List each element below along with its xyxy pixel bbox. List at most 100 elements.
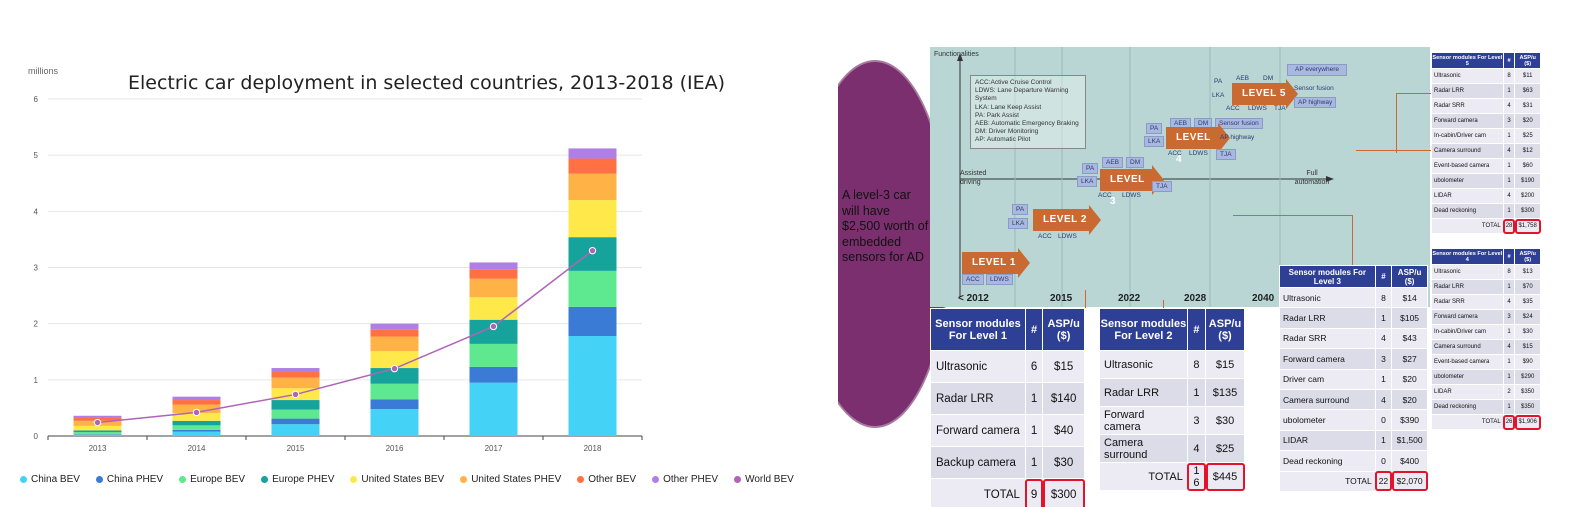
sensor-price-cell: $290 — [1514, 369, 1541, 385]
sensor-name-cell: In-cabin/Driver cam — [1431, 324, 1504, 340]
sensor-price-cell: $90 — [1514, 354, 1541, 370]
x-tick-label: 2013 — [89, 444, 107, 453]
sensor-count-cell: 1 — [1374, 429, 1393, 452]
y-tick-label: 4 — [34, 207, 39, 216]
sensor-price-cell: $350 — [1514, 399, 1541, 415]
sensor-price-cell: $70 — [1514, 279, 1541, 295]
tag-ldws: LDWS — [1058, 233, 1077, 240]
sensor-count-cell: 1 — [1374, 307, 1393, 329]
bar-segment — [469, 343, 518, 367]
y-tick-label: 6 — [34, 95, 39, 104]
abbreviation-item: LKA: Lane Keep Assist — [975, 103, 1042, 111]
year-label: 2040 — [1252, 293, 1275, 304]
table-row: Forward camera 3 $20 — [1431, 113, 1541, 129]
sensor-price-cell: $12 — [1514, 143, 1541, 159]
bar-segment — [469, 278, 518, 298]
bar-segment — [73, 430, 122, 433]
sensor-price-cell: $400 — [1391, 450, 1428, 472]
sensor-count-cell: 1 — [1186, 378, 1207, 407]
total-price: $445 — [1205, 462, 1245, 491]
tag-tja: TJA — [1216, 149, 1236, 160]
sensor-count-cell: 1 — [1502, 158, 1516, 174]
bar-segment — [172, 396, 221, 401]
y-axis-unit-label: millions — [28, 66, 59, 76]
legend-swatch — [20, 476, 27, 483]
legend-swatch — [350, 476, 358, 483]
total-label: TOTAL — [930, 478, 1026, 507]
world-bev-line — [97, 250, 593, 424]
tag-acc: ACC — [1226, 105, 1240, 112]
year-label: < 2012 — [958, 293, 989, 304]
legend-label: China PHEV — [106, 474, 164, 485]
sensor-count-cell: 3 — [1502, 309, 1516, 325]
x-tick-label: 2016 — [386, 444, 404, 453]
total-label: TOTAL — [1279, 470, 1376, 492]
tag-ap-everywhere: AP everywhere — [1287, 64, 1347, 76]
sensor-price-cell: $14 — [1391, 286, 1428, 309]
world-bev-point — [93, 418, 102, 427]
x-tick-label: 2014 — [188, 444, 206, 453]
total-count: 9 — [1024, 478, 1044, 507]
tag-pa: PA — [1146, 123, 1163, 134]
tag-lka: LKA — [1144, 136, 1165, 147]
sensor-price-cell: $15 — [1042, 350, 1085, 383]
table-row: Dead reckoning 1 $350 — [1431, 399, 1541, 415]
bar-segment — [568, 336, 617, 436]
table-row: Radar LRR 1 $135 — [1099, 378, 1245, 407]
sensor-table-level-5: Sensor modules For Level 5 # ASP/u ($) Ultr… — [1431, 52, 1541, 234]
tag-acc: ACC — [1038, 233, 1052, 240]
legend-swatch — [179, 476, 187, 483]
abbreviation-item: AEB: Automatic Emergency Braking — [975, 120, 1079, 128]
sensor-price-cell: $11 — [1514, 68, 1541, 84]
year-label: 2028 — [1184, 293, 1207, 304]
tag-aeb: AEB — [1236, 75, 1250, 82]
chart-title: Electric car deployment in selected coun… — [128, 72, 726, 94]
bar-segment — [469, 269, 518, 279]
world-bev-point — [489, 322, 498, 331]
sensor-name-cell: ubolometer — [1279, 409, 1376, 431]
bar-segment — [370, 409, 419, 436]
chart-plot-area: 0 1 2 3 4 5 6 2013 2014 2015 2016 2017 2018 — [34, 95, 643, 453]
table-row: In-cabin/Driver cam 1 $25 — [1431, 128, 1541, 144]
legend-swatch — [652, 476, 660, 483]
sensor-price-cell: $24 — [1514, 309, 1541, 325]
abbreviation-item: PA: Park Assist — [975, 111, 1019, 119]
sensor-name-cell: Camera surround — [1431, 143, 1504, 159]
sensor-name-cell: Camera surround — [1431, 339, 1504, 355]
sensor-name-cell: Ultrasonic — [1099, 350, 1188, 379]
abbreviation-legend: ACC:Active Cruise Control LDWS: Lane Depa… — [970, 75, 1086, 149]
full-automation-label: Full automation — [1294, 170, 1330, 186]
column-header-price: ASP/u ($) — [1514, 248, 1541, 265]
sensor-price-cell: $135 — [1205, 378, 1245, 407]
sensor-price-cell: $1,500 — [1391, 429, 1428, 452]
tag-ldws: LDWS — [1189, 150, 1208, 157]
sensor-count-cell: 4 — [1186, 434, 1207, 463]
table-row: Dead reckoning 1 $300 — [1431, 203, 1541, 219]
table-total-row: TOTAL 1 6 $445 — [1099, 462, 1245, 491]
bar-segment — [73, 425, 122, 431]
tag-lka: LKA — [1008, 218, 1029, 229]
tag-pa: PA — [1082, 163, 1099, 174]
sensor-name-cell: Dead reckoning — [1279, 450, 1376, 472]
abbreviation-item: DM: Driver Monitoring — [975, 128, 1039, 136]
sensor-count-cell: 4 — [1502, 188, 1516, 204]
column-header-count: # — [1374, 265, 1393, 288]
sensor-name-cell: Radar SRR — [1431, 294, 1504, 310]
level-3-arrow: LEVEL 3 — [1100, 165, 1164, 207]
total-price: $1,906 — [1514, 414, 1541, 430]
tag-dm: DM — [1263, 75, 1274, 82]
bar-segment — [73, 434, 122, 435]
sensor-name-cell: Forward camera — [930, 414, 1026, 447]
table-row: Backup camera 1 $30 — [930, 446, 1085, 479]
sensor-price-cell: $20 — [1391, 388, 1428, 411]
table-row: Ultrasonic 8 $13 — [1431, 264, 1541, 280]
sensor-count-cell: 1 — [1502, 173, 1516, 189]
legend-label: China BEV — [31, 474, 80, 485]
world-bev-point — [588, 246, 597, 255]
bar-segment — [73, 432, 122, 435]
tag-tja: TJA — [1274, 105, 1286, 112]
bar-segment — [469, 297, 518, 320]
sensor-price-cell: $105 — [1391, 307, 1428, 329]
sensor-count-cell: 8 — [1502, 68, 1516, 84]
column-header-module: Sensor modules For Level 3 — [1279, 265, 1376, 288]
